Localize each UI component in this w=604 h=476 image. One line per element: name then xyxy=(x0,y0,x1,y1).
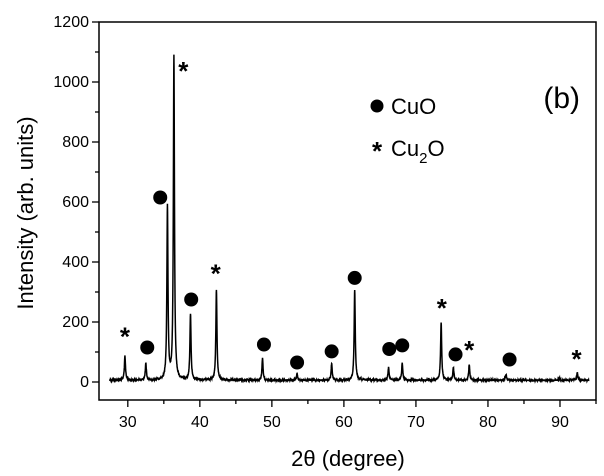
cuo-peak-marker xyxy=(324,344,339,359)
legend: CuO * Cu2O xyxy=(370,94,445,167)
cu2o-peak-marker: * xyxy=(571,344,582,374)
cu2o-peak-marker: * xyxy=(120,322,131,352)
legend-cuo-label: CuO xyxy=(391,94,436,119)
legend-cuo-marker xyxy=(370,99,384,113)
cu2o-peak-marker: * xyxy=(211,259,222,289)
cuo-peak-marker xyxy=(382,342,397,356)
legend-cu2o-marker: * xyxy=(372,136,383,166)
x-tick-label: 80 xyxy=(479,414,497,431)
y-tick-label: 800 xyxy=(62,134,89,151)
cuo-peak-marker xyxy=(502,352,517,367)
x-tick-label: 40 xyxy=(191,414,209,431)
x-tick-label: 50 xyxy=(263,414,281,431)
cuo-peak-marker xyxy=(395,338,410,353)
panel-label: (b) xyxy=(543,82,580,115)
y-tick-label: 1000 xyxy=(53,74,89,91)
legend-cu2o-label: Cu2O xyxy=(391,136,445,167)
plot-frame xyxy=(98,21,597,401)
cu2o-peak-marker: * xyxy=(464,335,475,365)
x-axis-label: 2θ (degree) xyxy=(291,446,405,471)
cuo-peak-marker xyxy=(290,355,305,370)
x-tick-label: 60 xyxy=(335,414,353,431)
x-tick-label: 70 xyxy=(407,414,425,431)
series-line xyxy=(109,54,590,384)
cuo-peak-marker xyxy=(140,340,155,355)
cu2o-peak-marker: * xyxy=(437,293,448,323)
x-tick-label: 30 xyxy=(119,414,137,431)
y-tick-label: 200 xyxy=(62,314,89,331)
y-axis-label: Intensity (arb. units) xyxy=(13,116,38,309)
cuo-peak-marker xyxy=(256,337,271,352)
cuo-peak-marker xyxy=(184,292,199,307)
cuo-peak-marker xyxy=(448,347,463,362)
y-tick-label: 400 xyxy=(62,254,89,271)
x-tick-label: 90 xyxy=(551,414,569,431)
y-tick-label: 1200 xyxy=(53,14,89,31)
y-tick-label: 600 xyxy=(62,194,89,211)
y-tick-label: 0 xyxy=(80,374,89,391)
cuo-peak-marker xyxy=(153,190,168,205)
cu2o-peak-marker: * xyxy=(178,56,189,86)
cuo-peak-marker xyxy=(347,270,362,285)
